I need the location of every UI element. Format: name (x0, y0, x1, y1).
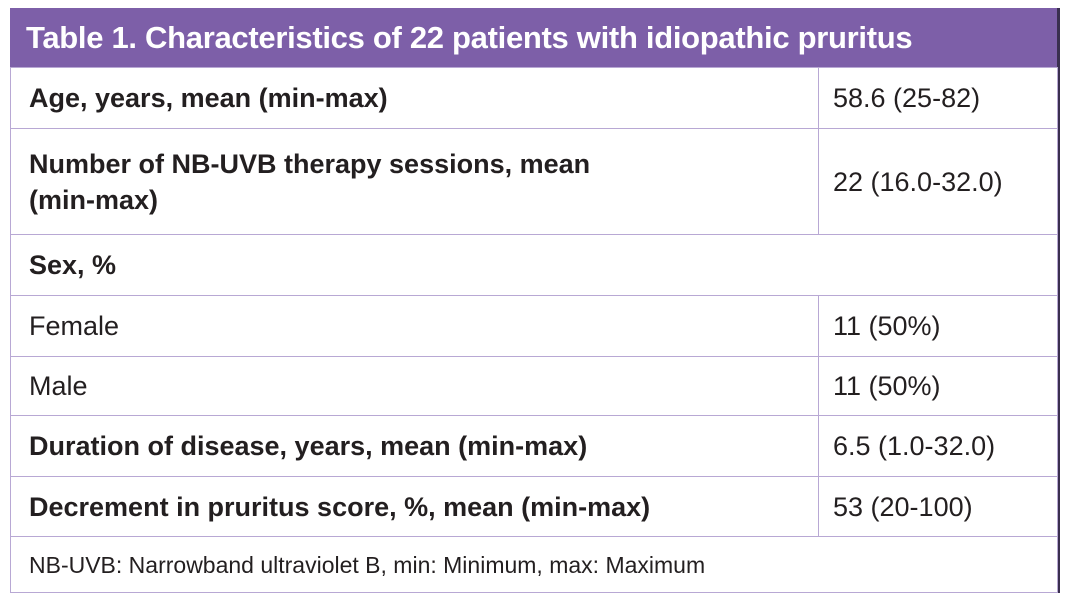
row-value: 58.6 (25-82) (818, 67, 1058, 129)
row: Female 11 (50%) (10, 295, 1058, 357)
footnote: NB-UVB: Narrowband ultraviolet B, min: M… (10, 536, 1058, 593)
row: Sex, % (10, 234, 1058, 296)
row: Male 11 (50%) (10, 356, 1058, 416)
row-value: 11 (50%) (818, 356, 1058, 416)
row-label: Male (10, 356, 819, 416)
row: Age, years, mean (min-max) 58.6 (25-82) (10, 67, 1058, 129)
row-label: Duration of disease, years, mean (min-ma… (10, 415, 819, 477)
row: Duration of disease, years, mean (min-ma… (10, 415, 1058, 477)
row: Decrement in pruritus score, %, mean (mi… (10, 476, 1058, 537)
row-label: Age, years, mean (min-max) (10, 67, 819, 129)
row-value: 22 (16.0-32.0) (818, 128, 1058, 235)
section-label: Sex, % (10, 234, 1058, 296)
row: Number of NB-UVB therapy sessions, mean … (10, 128, 1058, 235)
table-card: Table 1. Characteristics of 22 patients … (10, 8, 1060, 593)
table: Age, years, mean (min-max) 58.6 (25-82) N… (10, 67, 1058, 593)
row-value: 53 (20-100) (818, 476, 1058, 537)
row-value: 11 (50%) (818, 295, 1058, 357)
row-label: Female (10, 295, 819, 357)
row-value: 6.5 (1.0-32.0) (818, 415, 1058, 477)
row-label: Number of NB-UVB therapy sessions, mean … (10, 128, 819, 235)
table-title: Table 1. Characteristics of 22 patients … (10, 8, 1057, 67)
row-label: Decrement in pruritus score, %, mean (mi… (10, 476, 819, 537)
footnote-row: NB-UVB: Narrowband ultraviolet B, min: M… (10, 536, 1058, 593)
